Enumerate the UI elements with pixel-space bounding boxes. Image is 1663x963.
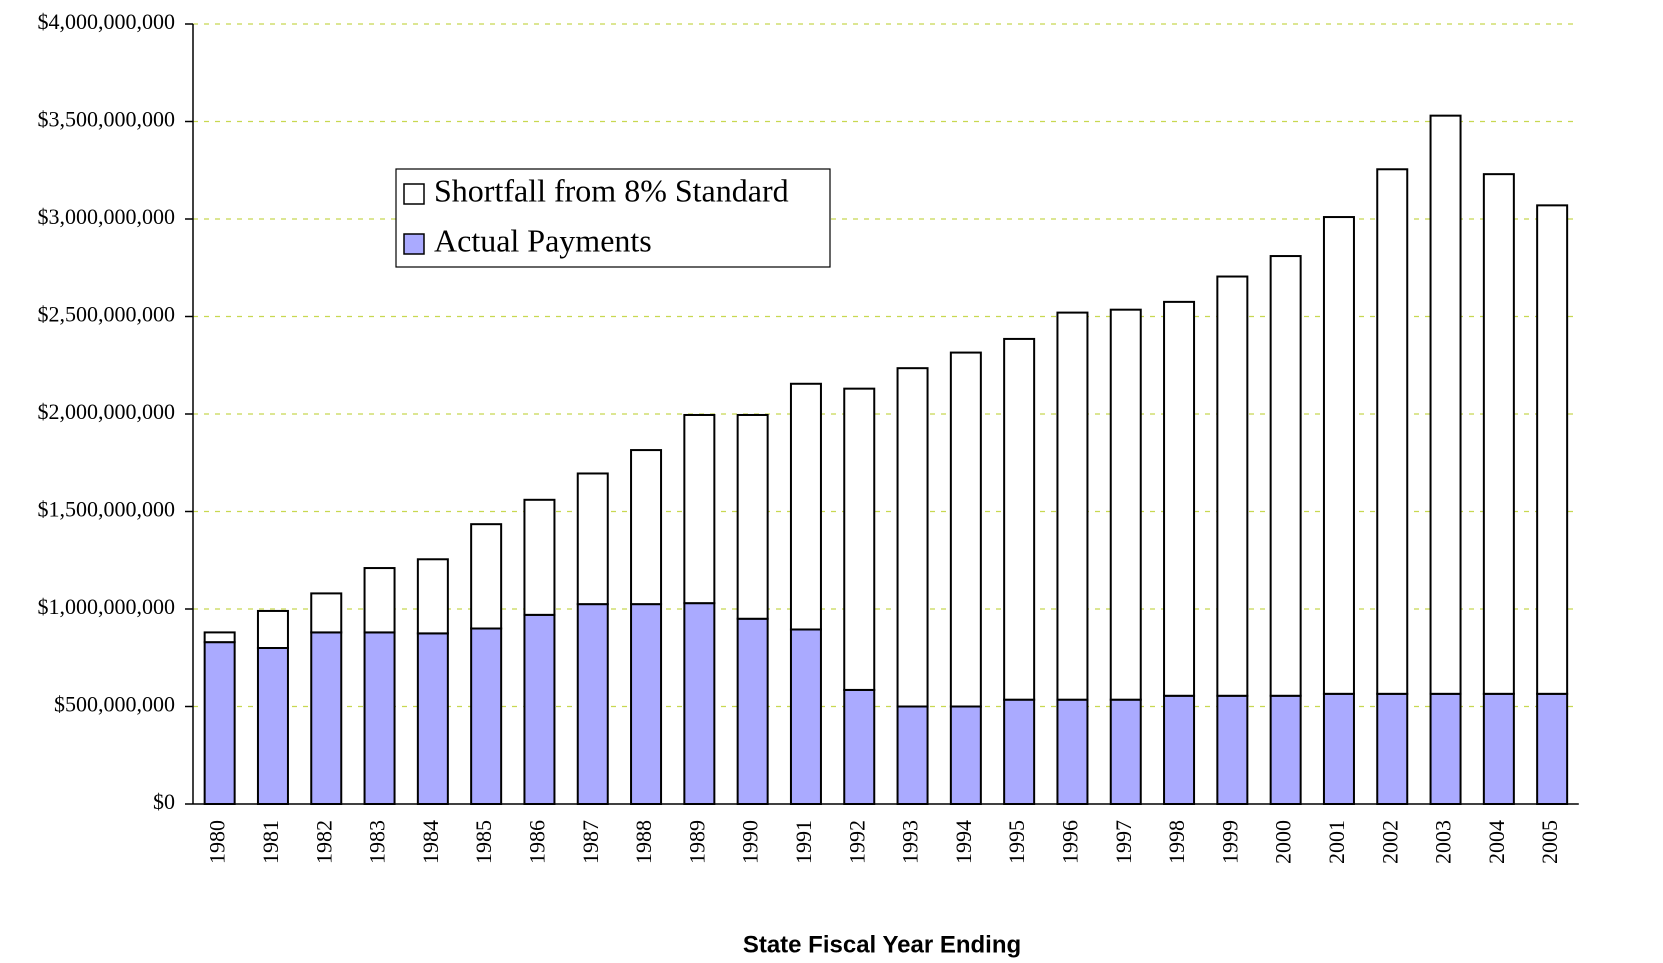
bar-segment: [949, 705, 982, 805]
bar-segment: [736, 413, 769, 620]
x-tick-label: 1997: [1111, 820, 1136, 864]
bar-segment: [789, 382, 822, 631]
bar-segment: [363, 631, 396, 806]
bar-segment: [1482, 173, 1515, 695]
bar-segment: [310, 631, 343, 806]
bar-segment: [523, 498, 556, 616]
y-tick-label: $2,500,000,000: [38, 302, 176, 327]
x-tick-label: 1992: [844, 820, 869, 864]
bar-segment: [1056, 698, 1089, 805]
x-tick-label: 1999: [1217, 820, 1242, 864]
y-tick-label: $3,000,000,000: [38, 204, 176, 229]
bar-segment: [470, 523, 503, 630]
bar-segment: [1003, 698, 1036, 805]
x-tick-label: 1990: [738, 820, 763, 864]
bar-segment: [683, 413, 716, 605]
legend-box: [395, 168, 831, 268]
y-tick-label: $4,000,000,000: [38, 9, 176, 34]
bar-segment: [1376, 692, 1409, 806]
y-tick-label: $1,500,000,000: [38, 497, 176, 522]
bar-segment: [1429, 692, 1462, 806]
x-tick-label: 1984: [418, 820, 443, 864]
bar-segment: [416, 632, 449, 805]
x-tick-label: 1991: [791, 820, 816, 864]
bar-segment: [203, 631, 236, 644]
bar-segment: [1322, 216, 1355, 695]
bar-segment: [843, 387, 876, 691]
bar-segment: [896, 367, 929, 708]
x-tick-label: 1986: [524, 820, 549, 864]
bar-segment: [256, 647, 289, 805]
bar-segment: [1109, 698, 1142, 805]
bar-segment: [576, 472, 609, 606]
bar-segment: [789, 628, 822, 805]
bar-segment: [949, 351, 982, 708]
bar-segment: [310, 592, 343, 634]
y-tick-label: $0: [153, 789, 175, 814]
x-tick-label: 1985: [471, 820, 496, 864]
bar-segment: [1216, 275, 1249, 697]
bar-segment: [736, 617, 769, 805]
bar-segment: [1163, 694, 1196, 806]
bar-segment: [843, 688, 876, 805]
bar-segment: [630, 449, 663, 606]
bar-segment: [1429, 114, 1462, 695]
x-tick-label: 1983: [365, 820, 390, 864]
y-tick-label: $1,000,000,000: [38, 594, 176, 619]
bar-segment: [1536, 692, 1569, 806]
x-tick-label: 2003: [1431, 820, 1456, 864]
legend-label: Actual Payments: [434, 222, 652, 258]
x-tick-label: 1981: [258, 820, 283, 864]
bar-segment: [256, 609, 289, 650]
bar-segment: [1269, 255, 1302, 697]
x-tick-label: 2002: [1377, 820, 1402, 864]
x-tick-label: 1993: [898, 820, 923, 864]
y-tick-label: $2,000,000,000: [38, 399, 176, 424]
bar-segment: [1482, 692, 1515, 806]
x-tick-label: 2004: [1484, 820, 1509, 864]
bar-segment: [630, 603, 663, 805]
legend-swatch: [403, 233, 425, 255]
bar-segment: [1003, 337, 1036, 701]
bar-segment: [1322, 692, 1355, 806]
x-axis-title: State Fiscal Year Ending: [743, 931, 1021, 958]
bar-segment: [1376, 168, 1409, 695]
x-tick-label: 1982: [311, 820, 336, 864]
bar-segment: [576, 603, 609, 805]
bar-segment: [1269, 694, 1302, 806]
bar-segment: [523, 613, 556, 805]
x-tick-label: 1994: [951, 820, 976, 864]
bar-segment: [683, 602, 716, 806]
x-tick-label: 1987: [578, 820, 603, 864]
x-tick-label: 1996: [1057, 820, 1082, 864]
x-tick-label: 1989: [684, 820, 709, 864]
bar-segment: [1536, 204, 1569, 695]
y-tick-label: $500,000,000: [54, 692, 175, 717]
x-tick-label: 2000: [1271, 820, 1296, 864]
bar-segment: [1163, 300, 1196, 697]
bar-segment: [470, 627, 503, 805]
legend-label: Shortfall from 8% Standard: [434, 172, 789, 208]
x-tick-label: 1988: [631, 820, 656, 864]
bar-segment: [1109, 308, 1142, 701]
legend-swatch: [403, 183, 425, 205]
x-tick-label: 2001: [1324, 820, 1349, 864]
bar-segment: [416, 558, 449, 635]
bar-segment: [363, 567, 396, 634]
x-tick-label: 2005: [1537, 820, 1562, 864]
bar-segment: [896, 705, 929, 805]
y-tick-label: $3,500,000,000: [38, 107, 176, 132]
x-tick-label: 1995: [1004, 820, 1029, 864]
bar-segment: [1056, 311, 1089, 701]
x-tick-label: 1980: [205, 820, 230, 864]
x-tick-label: 1998: [1164, 820, 1189, 864]
bar-segment: [203, 641, 236, 806]
bar-segment: [1216, 694, 1249, 806]
